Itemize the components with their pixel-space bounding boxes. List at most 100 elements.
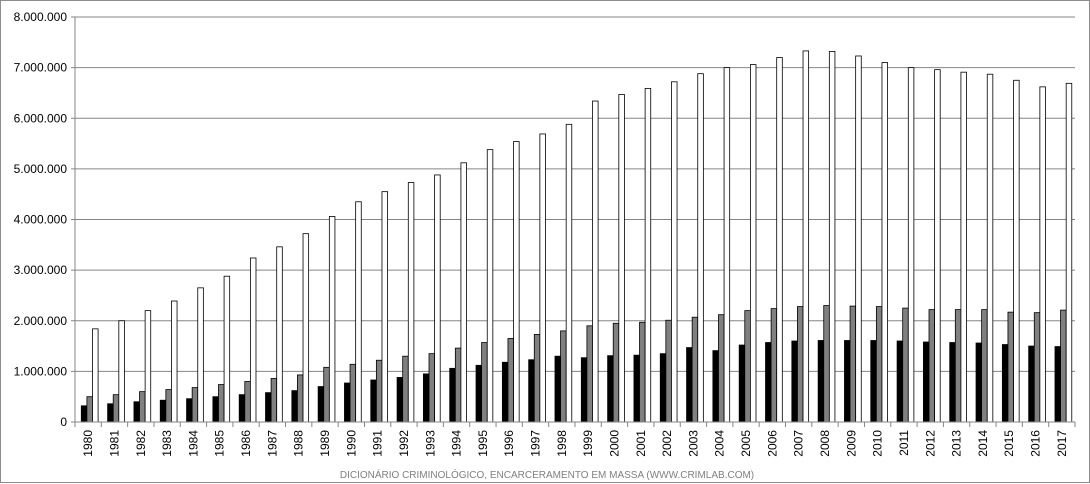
x-tick-label: 2003 <box>686 430 700 457</box>
x-tick-label: 2000 <box>607 430 621 457</box>
x-tick-label: 2002 <box>660 430 674 457</box>
bar-2010-series-2 <box>875 306 883 423</box>
bar-1994-series-2 <box>454 347 462 423</box>
x-tick-label: 2009 <box>844 430 858 457</box>
bar-1986-series-3 <box>249 257 257 423</box>
x-tick-label: 2007 <box>792 430 806 457</box>
bar-1984-series-2 <box>191 387 199 423</box>
bar-1997-series-2 <box>533 334 541 423</box>
y-tick-label: 6.000.000 <box>14 111 68 125</box>
bar-2012-series-1 <box>923 341 930 423</box>
bar-2014-series-3 <box>986 73 994 423</box>
bar-2002-series-3 <box>671 81 678 423</box>
bar-2016-series-2 <box>1033 312 1041 423</box>
bar-2015-series-3 <box>1013 79 1020 423</box>
x-tick-label: 1999 <box>581 430 595 457</box>
x-tick-label: 2013 <box>950 430 964 457</box>
x-tick-label: 1981 <box>107 430 121 457</box>
bar-1988-series-3 <box>302 233 310 423</box>
bar-2004-series-2 <box>718 314 725 423</box>
bar-1984-series-1 <box>186 398 193 423</box>
bar-2008-series-3 <box>828 51 836 423</box>
bar-2004-series-1 <box>712 350 719 423</box>
bar-1980-series-2 <box>86 396 93 423</box>
bar-1985-series-1 <box>212 396 219 423</box>
bar-1988-series-2 <box>297 374 304 423</box>
bar-2004-series-3 <box>723 67 731 423</box>
bar-2012-series-3 <box>934 69 941 423</box>
bar-2007-series-3 <box>802 50 810 423</box>
bar-1983-series-2 <box>165 389 172 423</box>
x-tick-label: 1982 <box>134 430 148 457</box>
bar-2011-series-1 <box>896 340 904 423</box>
bar-2007-series-1 <box>791 340 798 423</box>
bar-1990-series-1 <box>344 382 351 423</box>
x-tick-label: 2011 <box>897 430 911 456</box>
bar-1981-series-3 <box>118 320 125 423</box>
bar-1993-series-1 <box>423 373 430 423</box>
x-tick-label: 2004 <box>713 430 727 457</box>
y-tick-label: 1.000.000 <box>14 364 68 378</box>
bar-2008-series-1 <box>817 340 825 423</box>
bar-1995-series-2 <box>481 342 488 423</box>
bar-2009-series-1 <box>844 340 851 423</box>
y-tick-label: 5.000.000 <box>14 162 68 176</box>
x-tick-label: 1998 <box>555 430 569 457</box>
y-tick-label: 7.000.000 <box>14 61 68 75</box>
bar-1988-series-1 <box>291 390 298 423</box>
bar-1987-series-2 <box>270 378 278 423</box>
bar-1981-series-1 <box>107 403 114 423</box>
x-tick-label: 2010 <box>871 430 885 457</box>
bar-2005-series-2 <box>744 310 751 423</box>
bar-2007-series-2 <box>797 306 804 423</box>
bar-1994-series-1 <box>449 367 456 423</box>
bar-1981-series-2 <box>112 394 120 423</box>
bar-1992-series-2 <box>402 355 409 423</box>
bar-2000-series-2 <box>612 322 620 423</box>
bar-1983-series-3 <box>171 300 178 423</box>
x-tick-label: 1996 <box>502 430 516 457</box>
bar-1998-series-1 <box>554 355 561 423</box>
bar-1998-series-2 <box>560 330 567 423</box>
x-tick-label: 1986 <box>239 430 253 457</box>
bar-1999-series-1 <box>580 357 588 423</box>
x-tick-label: 2006 <box>765 430 779 457</box>
bar-1992-series-3 <box>407 182 415 423</box>
x-tick-label: 1985 <box>213 430 227 457</box>
bar-2000-series-1 <box>607 355 614 423</box>
bar-1982-series-1 <box>133 401 140 423</box>
bar-1989-series-1 <box>317 386 325 423</box>
bar-2005-series-1 <box>738 344 746 423</box>
bar-1985-series-3 <box>223 275 231 423</box>
bar-1986-series-1 <box>238 394 246 423</box>
x-tick-label: 1988 <box>292 430 306 457</box>
bar-1984-series-3 <box>197 287 204 423</box>
bar-2001-series-2 <box>639 321 646 423</box>
bar-2006-series-3 <box>776 57 783 423</box>
x-tick-label: 2014 <box>976 430 990 457</box>
x-tick-label: 1995 <box>476 430 490 457</box>
bar-1986-series-2 <box>244 381 251 423</box>
bar-1989-series-3 <box>328 216 336 423</box>
x-tick-label: 1993 <box>423 430 437 457</box>
bar-2006-series-1 <box>765 342 772 423</box>
bar-2008-series-2 <box>823 305 830 423</box>
bar-1991-series-2 <box>375 359 383 423</box>
bar-2017-series-3 <box>1065 82 1073 423</box>
axes <box>71 16 1076 427</box>
bar-2014-series-1 <box>975 342 983 423</box>
bar-1996-series-1 <box>501 361 509 423</box>
bar-2003-series-2 <box>691 316 699 423</box>
bar-1990-series-3 <box>355 201 362 423</box>
bar-1990-series-2 <box>349 363 357 423</box>
x-tick-label: 1980 <box>81 430 95 457</box>
bar-1983-series-1 <box>159 399 167 423</box>
bar-1999-series-3 <box>592 100 599 423</box>
x-tick-label: 1991 <box>371 430 385 457</box>
x-tick-label: 2016 <box>1029 430 1043 457</box>
bar-1982-series-2 <box>139 391 146 423</box>
x-tick-labels: 1980 1981 1982 1983 1984 1985 1986 1987 1988 1989… <box>81 430 1069 457</box>
bar-2016-series-1 <box>1028 345 1035 423</box>
